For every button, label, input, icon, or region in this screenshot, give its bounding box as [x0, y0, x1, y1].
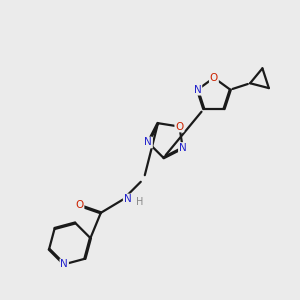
Text: N: N [179, 143, 187, 153]
Text: N: N [194, 85, 201, 95]
Text: O: O [75, 200, 83, 210]
Text: O: O [210, 73, 218, 83]
Text: N: N [60, 259, 68, 269]
Text: N: N [144, 137, 152, 148]
Text: H: H [136, 197, 143, 207]
Text: O: O [175, 122, 184, 132]
Text: N: N [124, 194, 131, 204]
